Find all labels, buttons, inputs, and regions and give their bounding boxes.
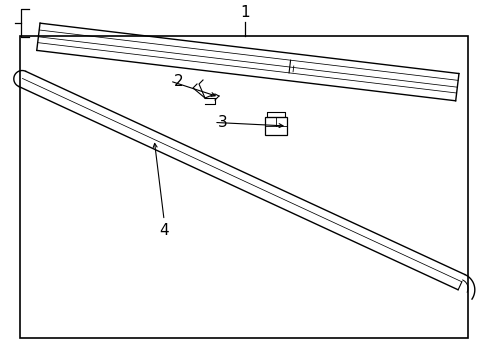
Bar [265,117,287,135]
Text: 1: 1 [240,5,250,20]
Text: 3: 3 [218,115,228,130]
Text: 4: 4 [159,223,169,238]
Text: 2: 2 [174,73,184,89]
Bar [20,36,468,338]
